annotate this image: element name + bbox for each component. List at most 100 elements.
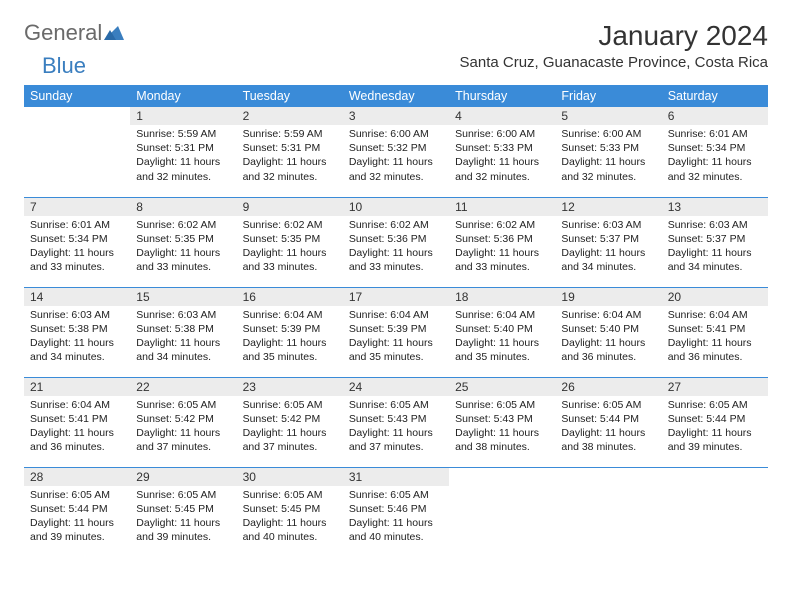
calendar-day-cell: 7Sunrise: 6:01 AMSunset: 5:34 PMDaylight… (24, 197, 130, 287)
day-number: 29 (130, 468, 236, 486)
calendar-week-row: 1Sunrise: 5:59 AMSunset: 5:31 PMDaylight… (24, 107, 768, 197)
weekday-header: Sunday (24, 85, 130, 107)
day-number: 25 (449, 378, 555, 396)
calendar-day-cell: 9Sunrise: 6:02 AMSunset: 5:35 PMDaylight… (237, 197, 343, 287)
calendar-day-cell: 11Sunrise: 6:02 AMSunset: 5:36 PMDayligh… (449, 197, 555, 287)
day-details: Sunrise: 6:00 AMSunset: 5:33 PMDaylight:… (555, 125, 661, 188)
calendar-day-cell: 30Sunrise: 6:05 AMSunset: 5:45 PMDayligh… (237, 467, 343, 557)
day-number: 20 (662, 288, 768, 306)
day-details: Sunrise: 6:02 AMSunset: 5:35 PMDaylight:… (130, 216, 236, 279)
day-number: 26 (555, 378, 661, 396)
calendar-week-row: 7Sunrise: 6:01 AMSunset: 5:34 PMDaylight… (24, 197, 768, 287)
calendar-empty-cell (662, 467, 768, 557)
day-number: 11 (449, 198, 555, 216)
calendar-table: SundayMondayTuesdayWednesdayThursdayFrid… (24, 85, 768, 557)
day-details: Sunrise: 6:03 AMSunset: 5:38 PMDaylight:… (130, 306, 236, 369)
calendar-day-cell: 2Sunrise: 5:59 AMSunset: 5:31 PMDaylight… (237, 107, 343, 197)
calendar-day-cell: 23Sunrise: 6:05 AMSunset: 5:42 PMDayligh… (237, 377, 343, 467)
calendar-week-row: 28Sunrise: 6:05 AMSunset: 5:44 PMDayligh… (24, 467, 768, 557)
calendar-day-cell: 4Sunrise: 6:00 AMSunset: 5:33 PMDaylight… (449, 107, 555, 197)
day-number: 8 (130, 198, 236, 216)
day-details: Sunrise: 6:05 AMSunset: 5:43 PMDaylight:… (449, 396, 555, 459)
logo-text-general: General (24, 20, 102, 46)
day-number: 31 (343, 468, 449, 486)
day-details: Sunrise: 6:05 AMSunset: 5:44 PMDaylight:… (555, 396, 661, 459)
day-details: Sunrise: 6:05 AMSunset: 5:45 PMDaylight:… (237, 486, 343, 549)
day-details: Sunrise: 6:01 AMSunset: 5:34 PMDaylight:… (662, 125, 768, 188)
month-title: January 2024 (460, 20, 768, 52)
calendar-day-cell: 1Sunrise: 5:59 AMSunset: 5:31 PMDaylight… (130, 107, 236, 197)
day-number: 18 (449, 288, 555, 306)
day-number: 22 (130, 378, 236, 396)
calendar-day-cell: 21Sunrise: 6:04 AMSunset: 5:41 PMDayligh… (24, 377, 130, 467)
day-details: Sunrise: 6:02 AMSunset: 5:35 PMDaylight:… (237, 216, 343, 279)
logo: General (24, 20, 124, 46)
title-block: January 2024 Santa Cruz, Guanacaste Prov… (460, 20, 768, 71)
day-number: 2 (237, 107, 343, 125)
day-details: Sunrise: 6:04 AMSunset: 5:40 PMDaylight:… (555, 306, 661, 369)
day-number: 4 (449, 107, 555, 125)
calendar-empty-cell (449, 467, 555, 557)
calendar-day-cell: 27Sunrise: 6:05 AMSunset: 5:44 PMDayligh… (662, 377, 768, 467)
logo-text-blue: Blue (42, 53, 86, 79)
weekday-header: Thursday (449, 85, 555, 107)
calendar-day-cell: 17Sunrise: 6:04 AMSunset: 5:39 PMDayligh… (343, 287, 449, 377)
calendar-empty-cell (24, 107, 130, 197)
logo-mark-icon (104, 20, 124, 46)
day-details: Sunrise: 6:02 AMSunset: 5:36 PMDaylight:… (449, 216, 555, 279)
day-number: 15 (130, 288, 236, 306)
weekday-header: Wednesday (343, 85, 449, 107)
day-number: 23 (237, 378, 343, 396)
day-number: 27 (662, 378, 768, 396)
day-details: Sunrise: 6:05 AMSunset: 5:42 PMDaylight:… (130, 396, 236, 459)
weekday-header: Tuesday (237, 85, 343, 107)
day-number: 1 (130, 107, 236, 125)
calendar-week-row: 14Sunrise: 6:03 AMSunset: 5:38 PMDayligh… (24, 287, 768, 377)
day-number: 21 (24, 378, 130, 396)
day-number: 6 (662, 107, 768, 125)
day-details: Sunrise: 6:03 AMSunset: 5:37 PMDaylight:… (662, 216, 768, 279)
calendar-day-cell: 24Sunrise: 6:05 AMSunset: 5:43 PMDayligh… (343, 377, 449, 467)
day-details: Sunrise: 6:03 AMSunset: 5:38 PMDaylight:… (24, 306, 130, 369)
calendar-empty-cell (555, 467, 661, 557)
day-number: 9 (237, 198, 343, 216)
calendar-day-cell: 3Sunrise: 6:00 AMSunset: 5:32 PMDaylight… (343, 107, 449, 197)
calendar-day-cell: 14Sunrise: 6:03 AMSunset: 5:38 PMDayligh… (24, 287, 130, 377)
calendar-day-cell: 18Sunrise: 6:04 AMSunset: 5:40 PMDayligh… (449, 287, 555, 377)
day-number: 30 (237, 468, 343, 486)
calendar-day-cell: 15Sunrise: 6:03 AMSunset: 5:38 PMDayligh… (130, 287, 236, 377)
calendar-day-cell: 20Sunrise: 6:04 AMSunset: 5:41 PMDayligh… (662, 287, 768, 377)
day-details: Sunrise: 6:04 AMSunset: 5:39 PMDaylight:… (237, 306, 343, 369)
calendar-week-row: 21Sunrise: 6:04 AMSunset: 5:41 PMDayligh… (24, 377, 768, 467)
calendar-day-cell: 10Sunrise: 6:02 AMSunset: 5:36 PMDayligh… (343, 197, 449, 287)
day-details: Sunrise: 6:03 AMSunset: 5:37 PMDaylight:… (555, 216, 661, 279)
day-details: Sunrise: 5:59 AMSunset: 5:31 PMDaylight:… (237, 125, 343, 188)
weekday-header: Friday (555, 85, 661, 107)
calendar-day-cell: 6Sunrise: 6:01 AMSunset: 5:34 PMDaylight… (662, 107, 768, 197)
day-details: Sunrise: 6:00 AMSunset: 5:33 PMDaylight:… (449, 125, 555, 188)
day-number: 16 (237, 288, 343, 306)
calendar-day-cell: 31Sunrise: 6:05 AMSunset: 5:46 PMDayligh… (343, 467, 449, 557)
day-details: Sunrise: 5:59 AMSunset: 5:31 PMDaylight:… (130, 125, 236, 188)
day-details: Sunrise: 6:01 AMSunset: 5:34 PMDaylight:… (24, 216, 130, 279)
day-details: Sunrise: 6:04 AMSunset: 5:40 PMDaylight:… (449, 306, 555, 369)
calendar-day-cell: 16Sunrise: 6:04 AMSunset: 5:39 PMDayligh… (237, 287, 343, 377)
calendar-day-cell: 12Sunrise: 6:03 AMSunset: 5:37 PMDayligh… (555, 197, 661, 287)
weekday-header: Saturday (662, 85, 768, 107)
day-details: Sunrise: 6:05 AMSunset: 5:46 PMDaylight:… (343, 486, 449, 549)
calendar-day-cell: 22Sunrise: 6:05 AMSunset: 5:42 PMDayligh… (130, 377, 236, 467)
calendar-body: 1Sunrise: 5:59 AMSunset: 5:31 PMDaylight… (24, 107, 768, 557)
calendar-header-row: SundayMondayTuesdayWednesdayThursdayFrid… (24, 85, 768, 107)
day-number: 10 (343, 198, 449, 216)
calendar-day-cell: 5Sunrise: 6:00 AMSunset: 5:33 PMDaylight… (555, 107, 661, 197)
weekday-header: Monday (130, 85, 236, 107)
day-details: Sunrise: 6:05 AMSunset: 5:43 PMDaylight:… (343, 396, 449, 459)
day-number: 7 (24, 198, 130, 216)
day-number: 5 (555, 107, 661, 125)
day-details: Sunrise: 6:05 AMSunset: 5:44 PMDaylight:… (24, 486, 130, 549)
day-number: 13 (662, 198, 768, 216)
day-details: Sunrise: 6:00 AMSunset: 5:32 PMDaylight:… (343, 125, 449, 188)
calendar-day-cell: 28Sunrise: 6:05 AMSunset: 5:44 PMDayligh… (24, 467, 130, 557)
calendar-day-cell: 25Sunrise: 6:05 AMSunset: 5:43 PMDayligh… (449, 377, 555, 467)
calendar-day-cell: 8Sunrise: 6:02 AMSunset: 5:35 PMDaylight… (130, 197, 236, 287)
